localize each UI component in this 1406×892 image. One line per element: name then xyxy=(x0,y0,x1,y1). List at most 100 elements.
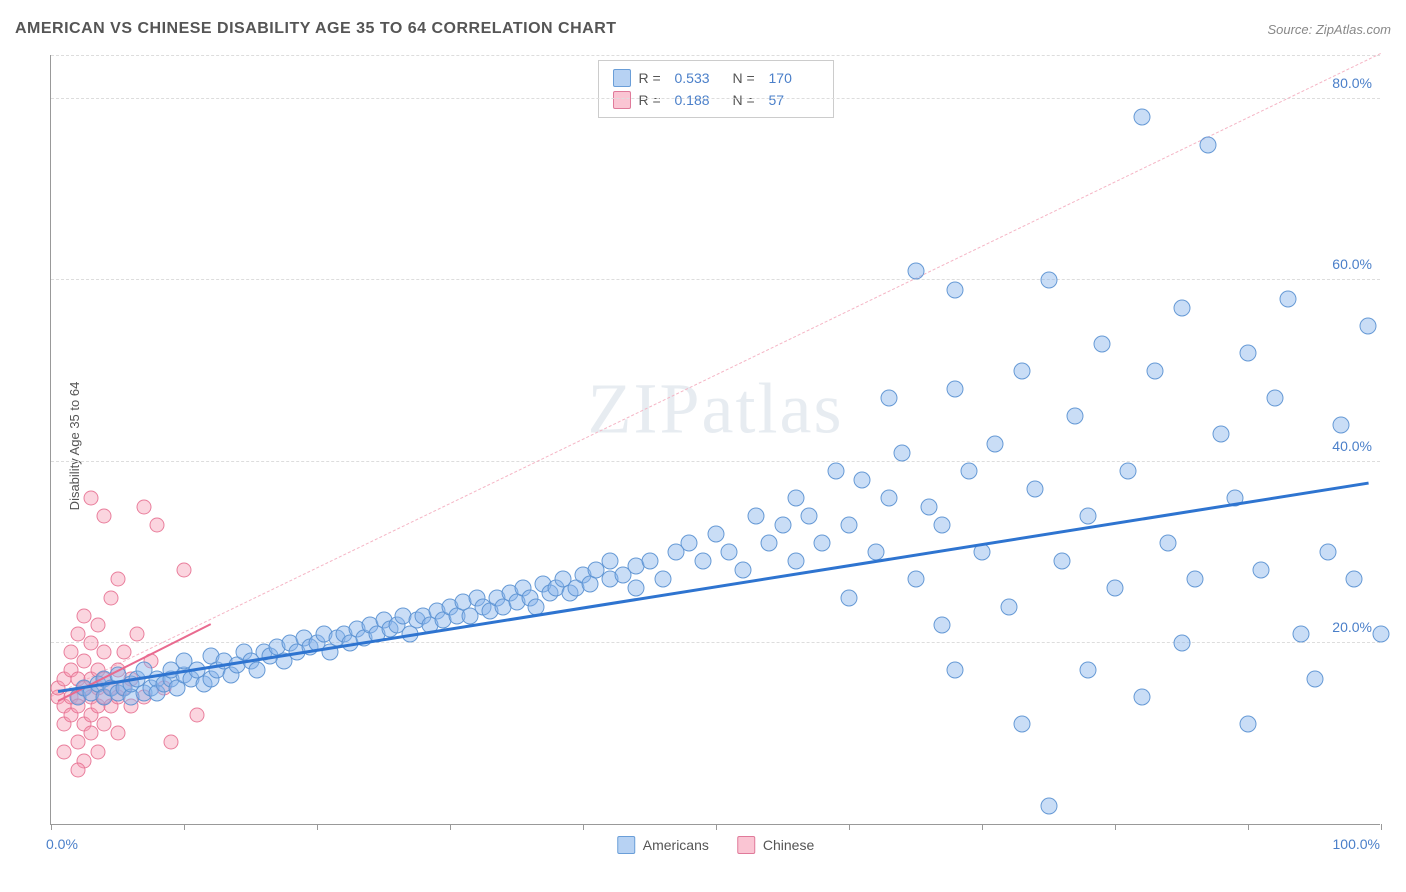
data-point-chinese xyxy=(117,644,132,659)
data-point-chinese xyxy=(70,762,85,777)
data-point-american xyxy=(721,544,738,561)
swatch-blue-icon xyxy=(613,69,631,87)
data-point-chinese xyxy=(97,644,112,659)
legend-row-pink: R = 0.188 N = 57 xyxy=(613,89,819,111)
data-point-american xyxy=(734,562,751,579)
gridline xyxy=(51,55,1380,56)
data-point-american xyxy=(1080,662,1097,679)
data-point-american xyxy=(947,281,964,298)
data-point-american xyxy=(841,589,858,606)
x-tick xyxy=(317,824,318,830)
data-point-american xyxy=(880,489,897,506)
data-point-american xyxy=(747,508,764,525)
source-label: Source: ZipAtlas.com xyxy=(1267,22,1391,37)
data-point-american xyxy=(1146,363,1163,380)
x-tick xyxy=(849,824,850,830)
data-point-chinese xyxy=(77,608,92,623)
data-point-american xyxy=(1200,136,1217,153)
x-axis-max-label: 100.0% xyxy=(1333,836,1380,852)
data-point-american xyxy=(1319,544,1336,561)
x-tick xyxy=(184,824,185,830)
x-tick xyxy=(1248,824,1249,830)
x-tick xyxy=(716,824,717,830)
chart-title: AMERICAN VS CHINESE DISABILITY AGE 35 TO… xyxy=(15,20,617,38)
gridline xyxy=(51,98,1380,99)
data-point-american xyxy=(787,489,804,506)
x-axis-min-label: 0.0% xyxy=(46,836,78,852)
data-point-american xyxy=(1027,480,1044,497)
data-point-american xyxy=(1013,716,1030,733)
data-point-american xyxy=(1306,671,1323,688)
data-point-american xyxy=(841,517,858,534)
legend-item-americans: Americans xyxy=(617,836,709,854)
data-point-american xyxy=(814,535,831,552)
data-point-american xyxy=(947,381,964,398)
data-point-chinese xyxy=(110,572,125,587)
data-point-american xyxy=(1266,390,1283,407)
y-tick-label: 20.0% xyxy=(1332,619,1372,635)
x-tick xyxy=(450,824,451,830)
y-tick-label: 80.0% xyxy=(1332,75,1372,91)
data-point-chinese xyxy=(70,626,85,641)
data-point-american xyxy=(1333,417,1350,434)
data-point-chinese xyxy=(77,653,92,668)
data-point-american xyxy=(947,662,964,679)
data-point-american xyxy=(1160,535,1177,552)
data-point-american xyxy=(1186,571,1203,588)
data-point-american xyxy=(934,616,951,633)
x-tick xyxy=(982,824,983,830)
data-point-chinese xyxy=(57,744,72,759)
data-point-american xyxy=(1093,335,1110,352)
watermark: ZIPatlas xyxy=(588,367,844,450)
data-point-american xyxy=(907,263,924,280)
data-point-american xyxy=(761,535,778,552)
data-point-american xyxy=(654,571,671,588)
data-point-american xyxy=(1000,598,1017,615)
data-point-american xyxy=(1293,625,1310,642)
data-point-american xyxy=(787,553,804,570)
data-point-american xyxy=(920,498,937,515)
data-point-american xyxy=(934,517,951,534)
gridline xyxy=(51,461,1380,462)
data-point-chinese xyxy=(130,626,145,641)
legend-series: Americans Chinese xyxy=(617,836,815,854)
data-point-american xyxy=(1067,408,1084,425)
data-point-american xyxy=(1359,317,1376,334)
gridline xyxy=(51,279,1380,280)
data-point-american xyxy=(694,553,711,570)
x-tick xyxy=(583,824,584,830)
data-point-chinese xyxy=(190,708,205,723)
data-point-american xyxy=(1373,625,1390,642)
data-point-american xyxy=(1240,344,1257,361)
data-point-chinese xyxy=(70,735,85,750)
data-point-chinese xyxy=(163,735,178,750)
data-point-american xyxy=(1040,272,1057,289)
data-point-american xyxy=(628,580,645,597)
data-point-american xyxy=(1346,571,1363,588)
data-point-chinese xyxy=(83,635,98,650)
data-point-american xyxy=(907,571,924,588)
x-tick xyxy=(1115,824,1116,830)
data-point-american xyxy=(708,526,725,543)
data-point-american xyxy=(1279,290,1296,307)
y-tick-label: 40.0% xyxy=(1332,438,1372,454)
legend-stats: R = 0.533 N = 170 R = 0.188 N = 57 xyxy=(598,60,834,118)
trendline-american xyxy=(57,482,1367,693)
data-point-american xyxy=(1080,508,1097,525)
swatch-pink-icon xyxy=(613,91,631,109)
data-point-chinese xyxy=(177,563,192,578)
x-tick xyxy=(1381,824,1382,830)
y-tick-label: 60.0% xyxy=(1332,256,1372,272)
data-point-chinese xyxy=(97,509,112,524)
data-point-american xyxy=(827,462,844,479)
data-point-chinese xyxy=(83,490,98,505)
data-point-american xyxy=(1133,689,1150,706)
swatch-pink-icon xyxy=(737,836,755,854)
data-point-american xyxy=(1107,580,1124,597)
data-point-american xyxy=(1253,562,1270,579)
data-point-american xyxy=(1040,797,1057,814)
data-point-american xyxy=(880,390,897,407)
data-point-chinese xyxy=(137,499,152,514)
data-point-american xyxy=(1053,553,1070,570)
data-point-chinese xyxy=(110,726,125,741)
